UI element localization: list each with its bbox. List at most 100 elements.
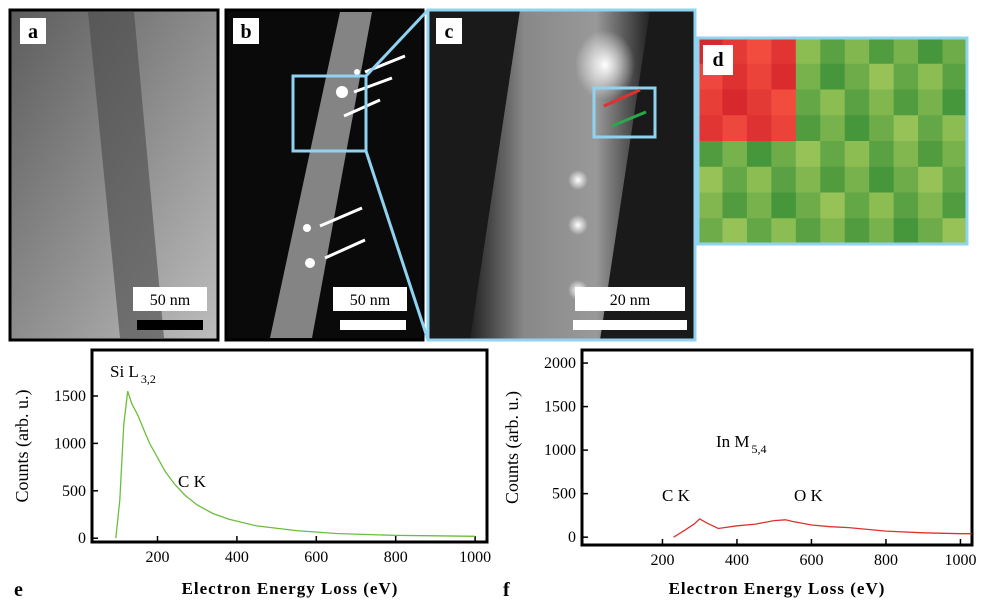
map-pixel	[722, 115, 747, 141]
annotation: Si L	[110, 362, 139, 381]
map-pixel	[771, 167, 796, 193]
map-pixel	[918, 141, 943, 167]
spectrum-line	[674, 519, 972, 537]
map-pixel	[918, 38, 943, 64]
panel-label: a	[28, 21, 38, 43]
map-pixel	[747, 64, 772, 90]
map-pixel	[869, 115, 894, 141]
map-pixel	[869, 64, 894, 90]
plot-frame	[582, 350, 972, 545]
panel-c: c 20 nm	[428, 10, 695, 340]
map-pixel	[845, 218, 870, 244]
map-pixel	[820, 193, 845, 219]
map-pixel	[796, 193, 821, 219]
panel-label: b	[240, 21, 251, 43]
map-pixel	[869, 90, 894, 116]
map-pixel	[796, 141, 821, 167]
x-tick-label: 600	[799, 552, 823, 569]
map-pixel	[698, 141, 723, 167]
x-tick-label: 200	[650, 552, 674, 569]
map-pixel	[771, 38, 796, 64]
map-pixel	[796, 218, 821, 244]
map-pixel	[747, 193, 772, 219]
map-pixel	[722, 218, 747, 244]
map-pixel	[796, 64, 821, 90]
map-pixel	[820, 218, 845, 244]
y-tick-label: 500	[62, 483, 86, 500]
map-pixel	[747, 141, 772, 167]
scale-label: 20 nm	[610, 292, 651, 309]
annotation-sub: 5,4	[752, 442, 767, 456]
map-pixel	[698, 90, 723, 116]
map-pixel	[698, 115, 723, 141]
map-pixel	[722, 193, 747, 219]
map-pixel	[845, 193, 870, 219]
spectrum-line	[116, 391, 475, 538]
map-pixel	[747, 218, 772, 244]
annotation: C K	[662, 486, 691, 505]
map-pixel	[698, 167, 723, 193]
map-pixel	[943, 167, 968, 193]
map-pixel	[845, 38, 870, 64]
figure: a 50 nm b 50 nm c 20 nm	[0, 0, 984, 604]
map-pixel	[722, 167, 747, 193]
map-pixel	[894, 38, 919, 64]
map-pixel	[894, 115, 919, 141]
map-pixel	[943, 193, 968, 219]
y-tick-label: 0	[568, 529, 576, 546]
annotation-sub: 3,2	[141, 372, 156, 386]
annotation: O K	[794, 486, 824, 505]
map-pixel	[771, 90, 796, 116]
map-pixel	[796, 115, 821, 141]
map-pixel	[869, 167, 894, 193]
map-pixel	[771, 218, 796, 244]
annotation: In M	[716, 432, 750, 451]
map-pixel	[698, 193, 723, 219]
map-pixel	[894, 90, 919, 116]
map-pixel	[820, 115, 845, 141]
map-pixel	[771, 141, 796, 167]
map-pixel	[918, 90, 943, 116]
y-tick-label: 1000	[54, 435, 86, 452]
map-pixel	[869, 38, 894, 64]
map-pixel	[943, 115, 968, 141]
map-pixel	[943, 90, 968, 116]
map-pixel	[869, 193, 894, 219]
panel-label: e	[14, 579, 23, 601]
map-pixel	[845, 115, 870, 141]
y-tick-label: 1500	[54, 388, 86, 405]
map-pixel	[796, 38, 821, 64]
map-pixel	[771, 64, 796, 90]
map-pixel	[894, 218, 919, 244]
y-tick-label: 1500	[544, 399, 576, 416]
map-pixel	[943, 38, 968, 64]
annotation: C K	[178, 472, 207, 491]
map-pixel	[722, 141, 747, 167]
map-pixel	[918, 167, 943, 193]
x-tick-label: 600	[304, 549, 328, 566]
x-tick-label: 800	[384, 549, 408, 566]
map-pixel	[820, 167, 845, 193]
map-pixel	[869, 218, 894, 244]
x-tick-label: 200	[146, 549, 170, 566]
y-tick-label: 2000	[544, 355, 576, 372]
map-pixel	[943, 218, 968, 244]
x-tick-label: 1000	[944, 552, 976, 569]
map-pixel	[894, 193, 919, 219]
map-pixel	[747, 38, 772, 64]
map-pixel	[820, 141, 845, 167]
x-tick-label: 400	[225, 549, 249, 566]
map-pixel	[845, 167, 870, 193]
panel-d	[698, 38, 968, 245]
map-pixel	[820, 90, 845, 116]
map-pixel	[771, 193, 796, 219]
map-pixel	[771, 115, 796, 141]
panel-label: f	[503, 579, 510, 601]
map-pixel	[722, 90, 747, 116]
map-pixel	[820, 64, 845, 90]
map-pixel	[820, 38, 845, 64]
map-pixel	[747, 167, 772, 193]
y-tick-label: 0	[78, 530, 86, 547]
map-pixel	[918, 115, 943, 141]
map-pixel	[894, 141, 919, 167]
